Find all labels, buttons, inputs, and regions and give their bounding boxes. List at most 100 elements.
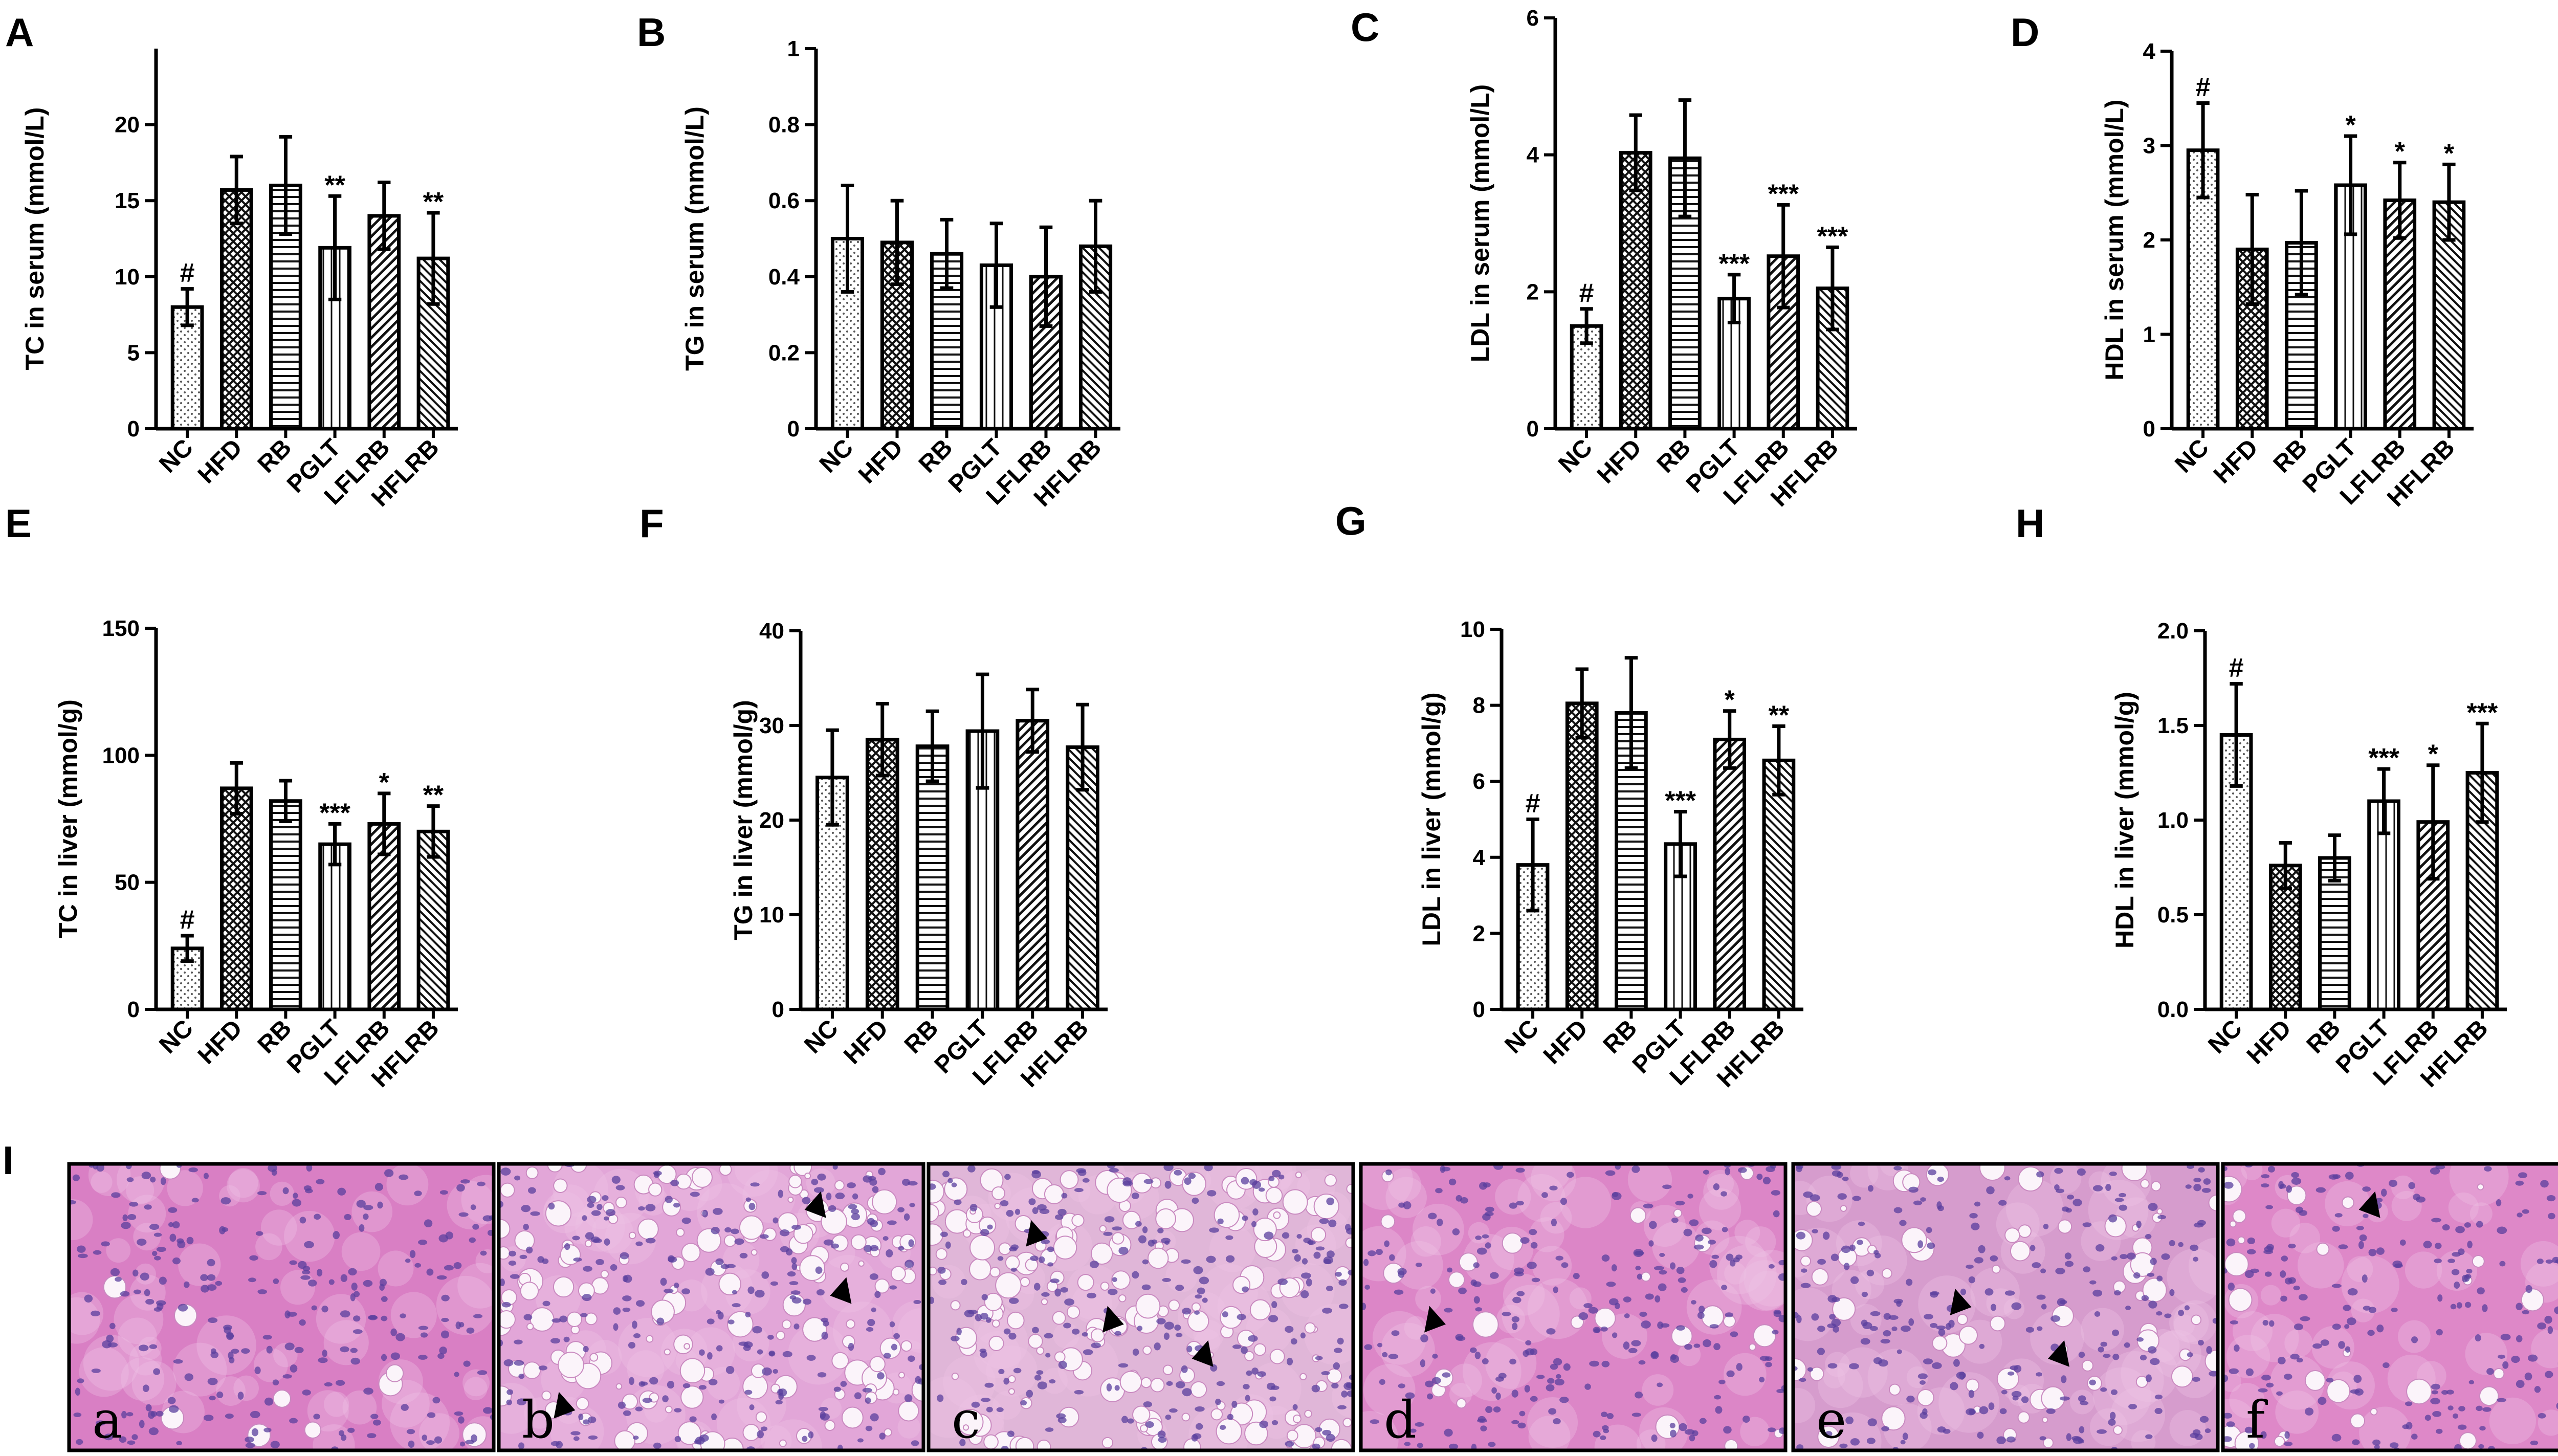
error-bar — [2295, 189, 2308, 297]
y-tick-label: 8 — [1473, 693, 1485, 718]
histology-label: b — [522, 1390, 555, 1450]
y-axis-title: TG in liver (mmol/g) — [729, 700, 758, 940]
category-label-nc: NC — [799, 1014, 843, 1058]
error-bar — [1076, 702, 1089, 792]
bar-hfd — [219, 786, 253, 1011]
error-bar — [2230, 682, 2243, 788]
significance-mark: ** — [423, 781, 444, 810]
histology-panel: Ia b c d e f — [3, 1138, 2558, 1452]
histology-image-b: b — [497, 1162, 925, 1452]
error-bar — [875, 701, 889, 778]
significance-mark: * — [2428, 740, 2439, 769]
significance-mark: # — [180, 258, 195, 288]
y-tick-label: 0.4 — [768, 264, 800, 290]
error-bar — [1026, 688, 1040, 754]
bar-hfd — [1565, 701, 1599, 1011]
significance-mark: *** — [2368, 743, 2399, 773]
category-label-hfd: HFD — [1538, 1014, 1593, 1069]
y-tick-label: 10 — [115, 264, 140, 290]
y-axis-title: TG in serum (mmol/L) — [680, 106, 709, 371]
y-tick-label: 0.2 — [768, 340, 800, 365]
chart-panel-b: B TG in serum (mmol/L) 0 0.2 0.4 0.6 0.8 1 NCHFD… — [637, 10, 1120, 512]
arrowhead-icon — [1424, 1306, 1446, 1333]
error-bar — [279, 135, 293, 236]
significance-mark: *** — [1718, 249, 1750, 279]
y-axis-title: HDL in liver (mmol/g) — [2110, 692, 2139, 948]
y-tick-label: 1 — [2143, 322, 2155, 347]
y-tick-label: 2 — [1527, 279, 1539, 304]
y-tick-label: 0 — [1527, 416, 1539, 442]
category-label-nc: NC — [1499, 1014, 1543, 1058]
y-tick-label: 1.5 — [2157, 713, 2189, 738]
significance-mark: *** — [1768, 179, 1799, 209]
y-tick-label: 0 — [1473, 997, 1485, 1022]
histology-label: f — [2246, 1390, 2268, 1450]
histology-image-f: f — [2221, 1162, 2558, 1452]
y-tick-label: 0 — [127, 997, 140, 1022]
error-bar — [378, 181, 391, 251]
error-bar — [230, 761, 243, 816]
category-label-hfd: HFD — [839, 1014, 893, 1069]
y-tick-label: 50 — [115, 870, 140, 895]
significance-mark: ** — [324, 170, 345, 200]
error-bar — [1039, 225, 1053, 328]
error-bar — [427, 211, 440, 306]
category-label-nc: NC — [154, 1014, 198, 1058]
category-label-hfd: HFD — [2209, 434, 2263, 489]
histology-image-e: e — [1791, 1162, 2220, 1452]
error-bar — [2393, 161, 2407, 240]
histology-image-a: a — [67, 1162, 496, 1452]
category-label-hfd: HFD — [853, 434, 908, 489]
error-bar — [1678, 98, 1692, 218]
y-tick-label: 0.0 — [2157, 997, 2189, 1022]
error-bar — [890, 198, 904, 286]
histology-label: e — [1816, 1390, 1846, 1450]
y-tick-label: 2.0 — [2157, 619, 2189, 644]
y-tick-label: 4 — [1527, 143, 1539, 168]
error-bar — [328, 194, 342, 301]
error-bar — [181, 934, 194, 963]
significance-mark: # — [1579, 278, 1594, 308]
error-bar — [328, 822, 342, 867]
error-bar — [378, 791, 391, 856]
y-tick-label: 0.6 — [768, 188, 800, 213]
error-bar — [1629, 113, 1642, 192]
y-tick-label: 1.0 — [2157, 808, 2189, 833]
error-bar — [1580, 307, 1593, 345]
y-tick-label: 1 — [787, 36, 800, 61]
bar-lflrb — [1016, 719, 1050, 1011]
y-tick-label: 10 — [759, 902, 784, 928]
error-bar — [841, 183, 854, 294]
y-tick-label: 15 — [115, 188, 140, 213]
error-bar — [1772, 724, 1785, 797]
panel-letter: A — [5, 10, 34, 55]
y-tick-label: 2 — [1473, 921, 1485, 946]
panel-letter: F — [640, 501, 664, 546]
error-bar — [1624, 656, 1638, 770]
significance-mark: * — [379, 768, 390, 798]
arrowhead-icon — [1026, 1220, 1048, 1247]
significance-mark: * — [2444, 139, 2455, 168]
bar-hfd — [219, 188, 253, 431]
y-tick-label: 0 — [127, 416, 140, 442]
error-bar — [279, 779, 293, 823]
category-label-nc: NC — [2170, 434, 2214, 478]
error-bar — [1526, 818, 1539, 913]
arrowhead-icon — [1102, 1306, 1124, 1333]
arrowhead-icon — [2048, 1340, 2069, 1367]
y-tick-label: 20 — [759, 808, 784, 833]
error-bar — [2245, 192, 2259, 306]
error-bar — [181, 287, 194, 327]
histology-label: d — [1384, 1390, 1417, 1450]
error-bar — [826, 728, 839, 827]
panel-letter: B — [637, 10, 666, 55]
category-label-nc: NC — [1553, 434, 1597, 478]
error-bar — [2344, 134, 2357, 236]
bar-rb — [269, 799, 302, 1011]
